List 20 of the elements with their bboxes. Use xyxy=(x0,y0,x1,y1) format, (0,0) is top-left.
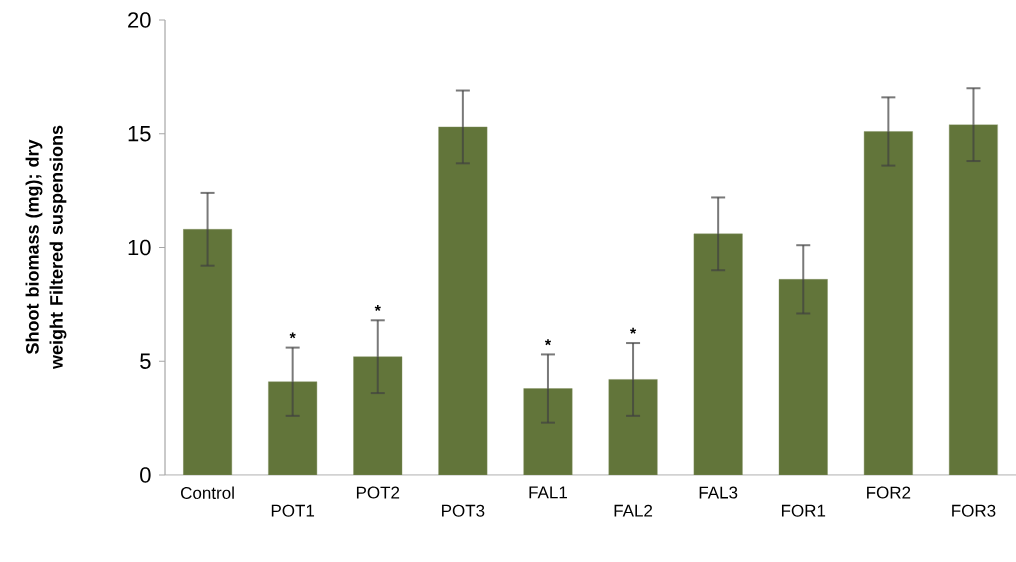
x-tick-label: FAL2 xyxy=(614,504,653,517)
annotation: * xyxy=(544,339,552,346)
x-tick-label: FAL1 xyxy=(529,486,567,499)
annotation: * xyxy=(289,332,296,339)
annotation: * xyxy=(374,305,381,312)
x-tick-label: POT2 xyxy=(356,486,400,499)
y-tick-label: 10 xyxy=(128,239,151,256)
x-tick-label: FOR3 xyxy=(952,504,996,517)
y-tick-label: 0 xyxy=(140,467,151,483)
x-tick-label: FOR1 xyxy=(781,504,826,517)
y-tick-label: 20 xyxy=(128,12,151,28)
y-tick-label: 5 xyxy=(140,353,151,369)
x-tick-label: FAL3 xyxy=(699,486,738,499)
x-tick-label: POT3 xyxy=(442,504,485,517)
y-tick-label: 15 xyxy=(128,126,151,142)
y-axis-title: Shoot biomass (mg); dry weight Filtered suspensions xyxy=(25,125,67,370)
x-tick-label: Control xyxy=(181,486,234,500)
x-tick-label: POT1 xyxy=(271,504,315,517)
x-tick-label: FOR2 xyxy=(867,486,911,499)
annotation: * xyxy=(629,327,637,334)
